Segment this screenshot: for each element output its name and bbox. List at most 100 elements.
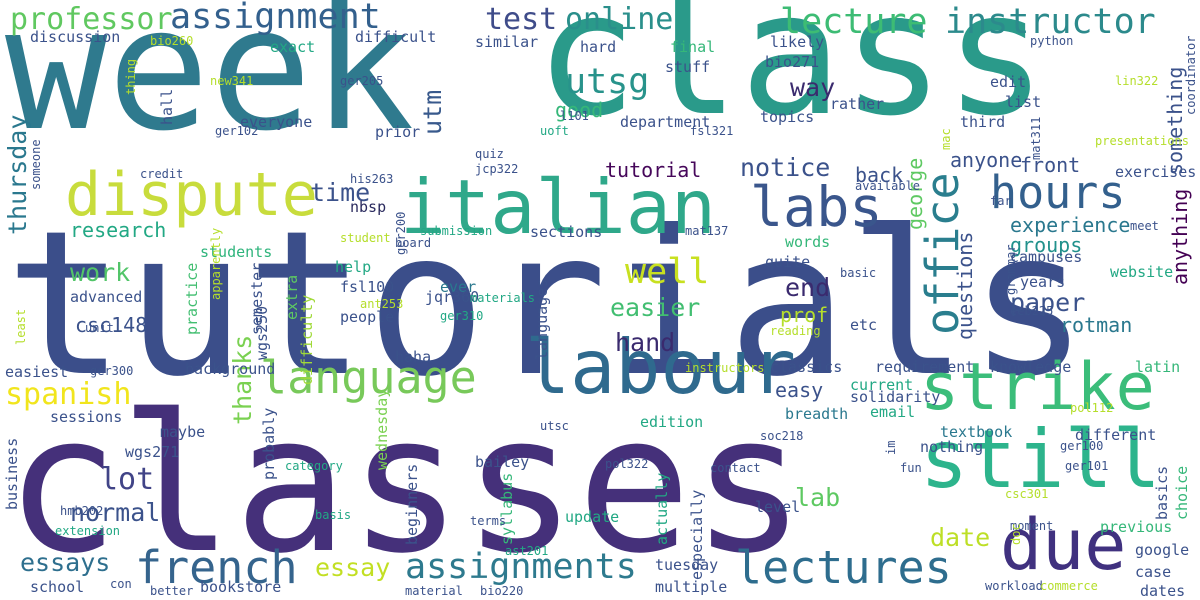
word-eeb225: eeb225	[1010, 304, 1054, 318]
word-hmb202: hmb202	[60, 504, 104, 518]
word-reading: reading	[770, 324, 821, 338]
word-level: level	[755, 498, 801, 516]
word-questions: questions	[953, 231, 977, 340]
word-ever: ever	[440, 278, 477, 296]
word-wednesday: wednesday	[373, 388, 391, 470]
word-back: back	[855, 163, 904, 187]
word-thursday: thursday	[3, 114, 32, 235]
word-essays: essays	[20, 548, 111, 577]
word-essay: essay	[315, 553, 391, 582]
word-ant253: ant253	[360, 297, 404, 311]
word-languages: languages	[533, 278, 551, 360]
word-basics: basics	[1153, 465, 1171, 520]
word-contact: contact	[710, 461, 761, 475]
word-uoft: uoft	[540, 124, 569, 138]
word-previous: previous	[1100, 518, 1173, 536]
word-pol112: pol112	[1070, 401, 1114, 415]
word-time: time	[310, 178, 371, 207]
word-lecture: lecture	[780, 2, 928, 42]
word-different: different	[1075, 426, 1157, 444]
word-easier: easier	[610, 293, 701, 322]
word-easy: easy	[775, 378, 824, 402]
word-normal: normal	[70, 498, 161, 527]
word-paper: paper	[1010, 288, 1086, 317]
word-probably: probably	[260, 407, 278, 480]
word-french: french	[135, 541, 298, 594]
word-front: front	[1020, 153, 1081, 177]
word-date: date	[930, 523, 991, 552]
word-dispute: dispute	[65, 160, 318, 230]
word-exercises: exercises	[1115, 163, 1197, 181]
word-nothing: nothing	[920, 438, 984, 456]
word-help: help	[335, 258, 372, 276]
word-least: least	[14, 308, 28, 345]
word-way: way	[790, 73, 836, 102]
word-rather: rather	[830, 95, 885, 113]
word-bailey: bailey	[475, 453, 530, 471]
word-materials: materials	[470, 291, 536, 305]
word-campuses: campuses	[1010, 248, 1083, 266]
word-years: years	[1020, 273, 1066, 291]
word-knowledge: knowledge	[990, 358, 1072, 376]
word-far: far	[990, 194, 1012, 208]
word-mat311: mat311	[1029, 116, 1043, 160]
word-italian: italian	[400, 163, 717, 251]
word-george: george	[903, 157, 927, 230]
word-workload: workload	[985, 579, 1043, 593]
word-online: online	[565, 2, 674, 37]
word-thanks: thanks	[228, 334, 257, 425]
word-current: current	[850, 376, 914, 394]
word-ger101: ger101	[1065, 459, 1109, 473]
word-maybe: maybe	[160, 423, 206, 441]
word-ast201: ast201	[505, 544, 549, 558]
word-fsl321: fsl321	[690, 124, 734, 138]
word-rotman: rotman	[1060, 313, 1133, 337]
word-bio271: bio271	[765, 53, 820, 71]
word-soc218: soc218	[760, 429, 804, 443]
word-basis: basis	[315, 508, 352, 522]
word-students: students	[200, 243, 273, 261]
word-dates: dates	[1140, 582, 1186, 600]
word-etc: etc	[850, 316, 878, 334]
word-research: research	[70, 218, 167, 242]
word-case: case	[1135, 563, 1172, 581]
word-board: board	[395, 236, 432, 250]
word-nbsp: nbsp	[350, 198, 387, 216]
word-lab: lab	[795, 483, 841, 512]
word-exact: exact	[270, 38, 316, 56]
word-utsc: utsc	[540, 419, 569, 433]
word-quite: quite	[765, 253, 811, 271]
word-haha: haha	[395, 348, 432, 366]
word-available: available	[855, 179, 921, 193]
word-edition: edition	[640, 413, 704, 431]
word-bio220: bio220	[480, 584, 524, 598]
word-stuff: stuff	[665, 58, 711, 76]
word-mac: mac	[939, 128, 953, 150]
word-ger310: ger310	[440, 309, 484, 323]
word-everyone: everyone	[240, 113, 313, 131]
word-practice: practice	[183, 262, 201, 335]
word-new341: new341	[210, 74, 254, 88]
word-wgs250: wgs250	[253, 305, 271, 360]
word-words: words	[785, 233, 831, 251]
word-final: final	[670, 38, 716, 56]
word-thing: thing	[124, 58, 138, 95]
word-classes: classes	[5, 374, 806, 595]
word-assignment: assignment	[170, 0, 381, 37]
word-labs: labs	[750, 175, 883, 239]
word-beginners: beginners	[403, 463, 421, 545]
word-spanish: spanish	[5, 377, 132, 412]
word-student: student	[340, 231, 391, 245]
word-bookstore: bookstore	[200, 578, 282, 596]
word-likely: likely	[770, 33, 825, 51]
word-tuesday: tuesday	[655, 556, 719, 574]
word-utm: utm	[418, 89, 447, 135]
word-his263: his263	[350, 172, 394, 186]
word-moment: moment	[1010, 519, 1054, 533]
word-jqr360: jqr360	[425, 288, 480, 306]
word-choice: choice	[1173, 465, 1191, 520]
word-csc148: csc148	[75, 313, 148, 337]
word-tutorial: tutorial	[605, 158, 702, 182]
word-csc301: csc301	[1005, 487, 1049, 501]
